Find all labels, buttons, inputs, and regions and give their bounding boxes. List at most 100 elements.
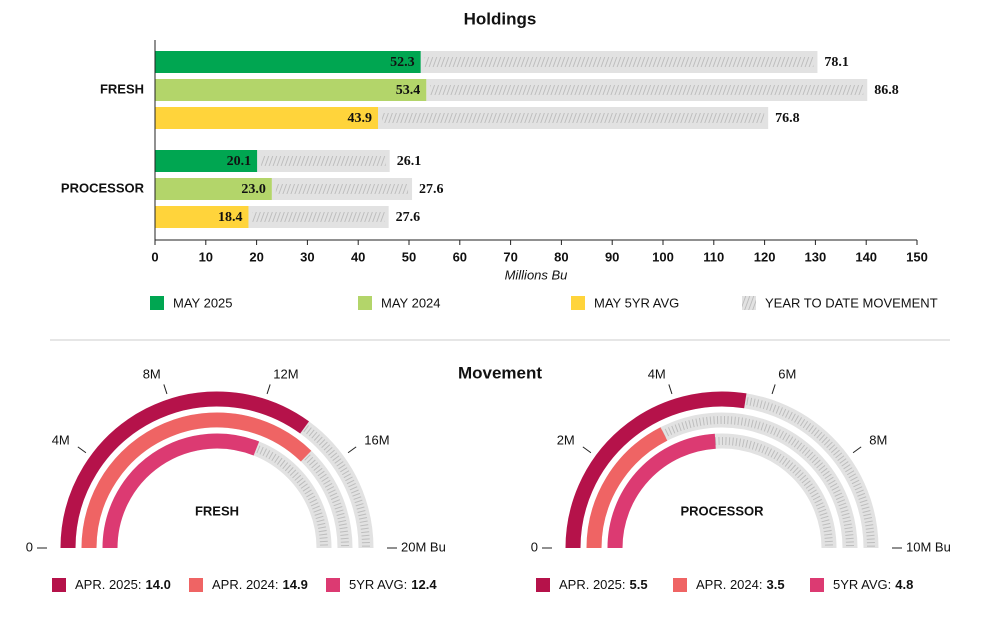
- tick-label: 10M Bu: [906, 539, 951, 554]
- chart-title: Holdings: [464, 9, 537, 28]
- x-tick-label: 50: [402, 249, 416, 264]
- tick-label: 0: [26, 539, 33, 554]
- tick-label: 6M: [778, 366, 796, 381]
- legend-swatch: [673, 578, 687, 592]
- legend-label: MAY 2025: [173, 295, 233, 310]
- legend-value: 14.0: [146, 577, 171, 592]
- x-tick-label: 10: [199, 249, 213, 264]
- legend-label: APR. 2024: 3.5: [696, 577, 785, 592]
- bar: [155, 150, 258, 172]
- movement-label: 27.6: [419, 182, 444, 197]
- tick-label: 4M: [648, 366, 666, 381]
- track-hatch: [106, 437, 328, 549]
- gauge-arc: [565, 391, 747, 549]
- tick-label: 20M Bu: [401, 539, 446, 554]
- legend-swatch: [571, 296, 585, 310]
- tick-mark: [266, 384, 271, 395]
- y-tick-label: FRESH: [100, 81, 144, 96]
- value-label: 52.3: [390, 55, 415, 70]
- legend-label: APR. 2024: 14.9: [212, 577, 308, 592]
- legend-label: 5YR AVG: 12.4: [349, 577, 437, 592]
- chart-title: Movement: [458, 363, 542, 382]
- movement-hatch: [252, 212, 385, 222]
- movement-label: 78.1: [824, 55, 849, 70]
- movement-hatch: [275, 184, 409, 194]
- value-label: 20.1: [227, 154, 252, 169]
- legend-swatch: [189, 578, 203, 592]
- value-label: 18.4: [218, 210, 243, 225]
- legend-name: APR. 2025:: [559, 577, 626, 592]
- movement-hatch: [261, 156, 386, 166]
- movement-label: 26.1: [397, 154, 422, 169]
- legend-label: APR. 2025: 14.0: [75, 577, 171, 592]
- x-tick-label: 70: [503, 249, 517, 264]
- x-tick-label: 20: [249, 249, 263, 264]
- legend-name: APR. 2024:: [212, 577, 279, 592]
- legend-swatch: [326, 578, 340, 592]
- movement-label: 76.8: [775, 111, 800, 126]
- value-label: 43.9: [348, 111, 373, 126]
- x-tick-label: 90: [605, 249, 619, 264]
- gauge-arc: [607, 433, 716, 549]
- legend-value: 5.5: [630, 577, 648, 592]
- legend-label: 5YR AVG: 4.8: [833, 577, 913, 592]
- tick-label: 0: [531, 539, 538, 554]
- legend-label: MAY 2024: [381, 295, 441, 310]
- track: [102, 433, 332, 549]
- y-tick-label: PROCESSOR: [61, 180, 145, 195]
- tick-mark: [347, 446, 357, 454]
- x-tick-label: 110: [703, 249, 724, 264]
- legend-swatch: [742, 296, 756, 310]
- tick-mark: [852, 446, 862, 454]
- x-tick-label: 140: [855, 249, 877, 264]
- legend-value: 4.8: [895, 577, 913, 592]
- tick-mark: [668, 384, 673, 395]
- gauge-arc: [81, 412, 312, 549]
- tick-label: 12M: [273, 366, 298, 381]
- legend-name: 5YR AVG:: [349, 577, 407, 592]
- value-label: 53.4: [396, 83, 421, 98]
- x-tick-label: 60: [453, 249, 467, 264]
- legend-value: 12.4: [411, 577, 437, 592]
- gauge-label: PROCESSOR: [680, 503, 764, 518]
- gauge-label: FRESH: [195, 503, 239, 518]
- tick-label: 8M: [869, 432, 887, 447]
- legend-value: 14.9: [283, 577, 308, 592]
- x-tick-label: 0: [151, 249, 158, 264]
- gauge-arc: [102, 433, 260, 549]
- bar: [155, 51, 421, 73]
- movement-hatch: [424, 57, 814, 67]
- legend-name: APR. 2025:: [75, 577, 142, 592]
- legend-swatch: [358, 296, 372, 310]
- bar: [155, 107, 379, 129]
- track-hatch: [611, 437, 833, 549]
- gauge-arc: [60, 391, 309, 549]
- gauge-arc: [586, 427, 668, 549]
- legend-label: APR. 2025: 5.5: [559, 577, 648, 592]
- bar: [155, 79, 427, 101]
- tick-mark: [163, 384, 168, 395]
- tick-mark: [582, 446, 592, 454]
- tick-label: 2M: [557, 432, 575, 447]
- tick-label: 8M: [143, 366, 161, 381]
- movement-label: 27.6: [396, 210, 421, 225]
- track: [607, 433, 837, 549]
- bar: [155, 178, 272, 200]
- legend-swatch: [150, 296, 164, 310]
- tick-label: 16M: [364, 432, 389, 447]
- legend-name: 5YR AVG:: [833, 577, 891, 592]
- legend-label: MAY 5YR AVG: [594, 295, 679, 310]
- legend-swatch: [810, 578, 824, 592]
- tick-mark: [771, 384, 776, 395]
- tick-label: 4M: [52, 432, 70, 447]
- x-tick-label: 130: [805, 249, 827, 264]
- x-tick-label: 30: [300, 249, 314, 264]
- legend-value: 3.5: [767, 577, 785, 592]
- movement-hatch: [382, 113, 765, 123]
- x-tick-label: 80: [554, 249, 568, 264]
- x-axis-label: Millions Bu: [505, 267, 568, 282]
- x-tick-label: 100: [652, 249, 674, 264]
- movement-label: 86.8: [874, 83, 899, 98]
- tick-mark: [77, 446, 87, 454]
